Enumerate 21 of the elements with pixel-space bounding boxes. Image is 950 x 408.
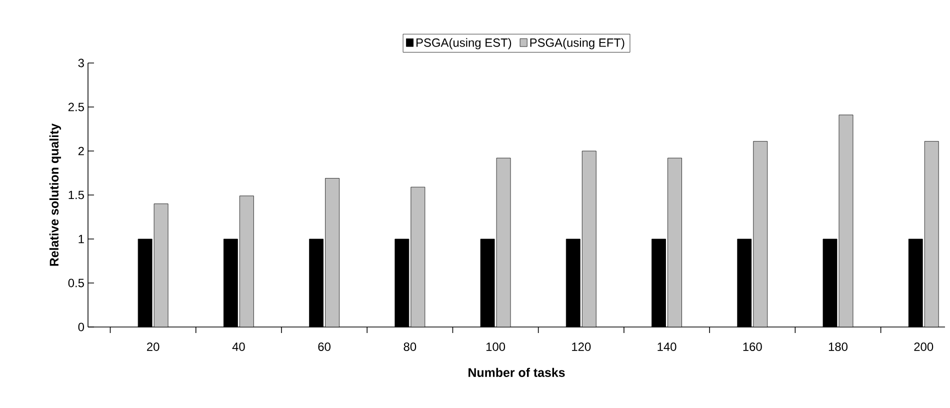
x-tick-label: 80 — [404, 342, 416, 351]
y-tick-label: 2.5 — [68, 102, 84, 112]
x-axis-title: Number of tasks — [468, 368, 565, 377]
x-tick-label: 120 — [572, 342, 591, 351]
y-tick-label: 2 — [78, 146, 84, 156]
y-tick-label: 1.5 — [68, 190, 84, 200]
y-tick-label: 0 — [78, 322, 84, 332]
x-tick-label: 180 — [828, 342, 848, 351]
y-tick-label: 1 — [78, 234, 84, 244]
x-tick-label: 20 — [147, 342, 160, 351]
y-tick-label: 0.5 — [68, 278, 84, 288]
legend-label: PSGA(using EFT) — [530, 38, 624, 50]
x-tick-label: 160 — [743, 342, 762, 351]
y-tick-label: 3 — [78, 58, 84, 68]
legend-label: PSGA(using EST) — [416, 38, 512, 50]
x-tick-label: 100 — [486, 342, 506, 351]
x-tick-label: 60 — [318, 342, 330, 351]
x-tick-label: 140 — [658, 342, 676, 351]
x-tick-label: 40 — [232, 342, 245, 351]
x-tick-label: 200 — [914, 342, 934, 351]
y-axis-title: Relative solution quality — [49, 123, 62, 266]
